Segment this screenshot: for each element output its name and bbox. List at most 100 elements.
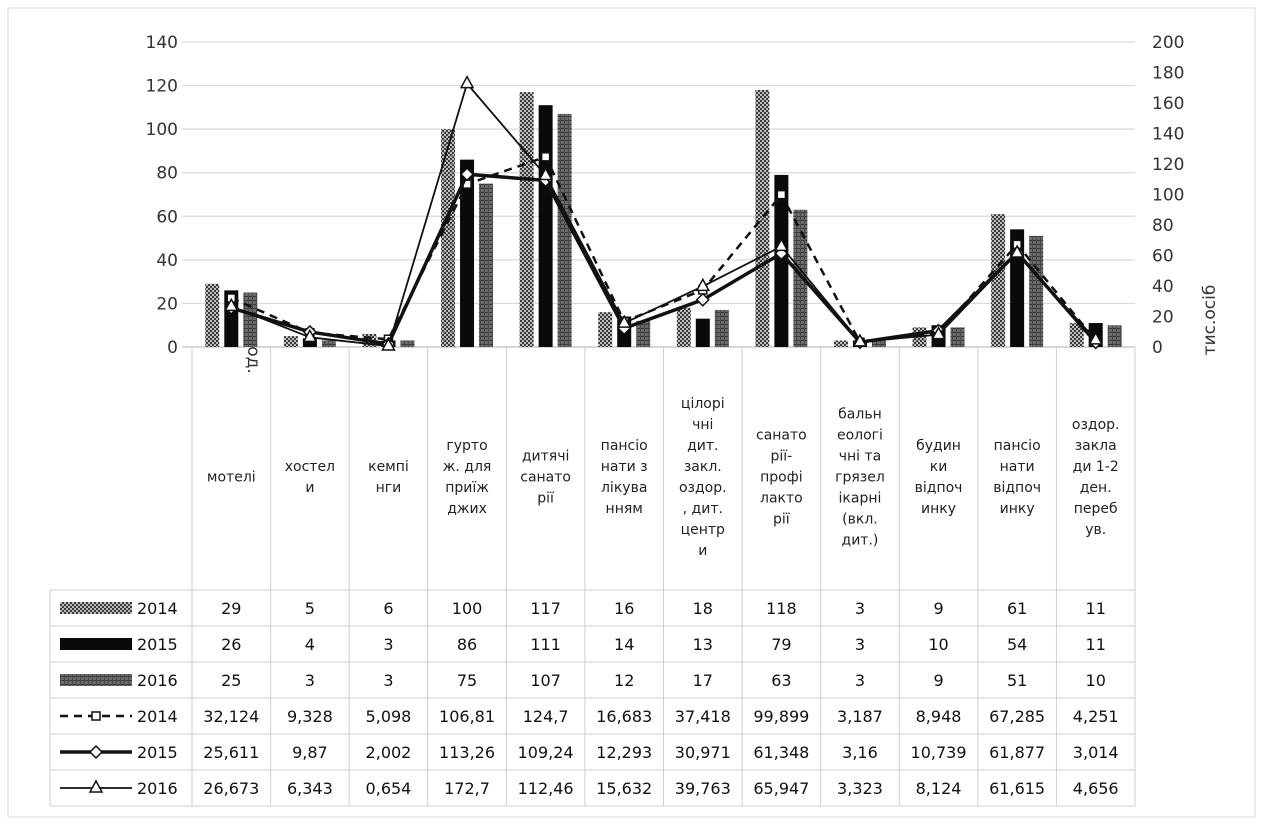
data-label: 3,323 [837,779,883,798]
category-label: ув. [1085,522,1106,538]
bar-2014 [283,336,298,347]
category-label: приїж [445,480,489,496]
bar-2016 [1107,325,1122,347]
point-2016 [695,277,711,292]
data-label: 118 [766,599,797,618]
data-label: 61,348 [753,743,809,762]
bar-2014 [598,312,613,347]
category-label: пансіо [601,438,648,454]
category-label: бальн [838,407,882,423]
category-label: ден. [1080,480,1112,496]
data-label: 3 [855,599,865,618]
point-2014 [776,189,787,200]
legend-label: 2014 [137,599,178,618]
lines [224,75,1103,352]
left-axis-tick-label: 140 [146,33,178,53]
data-label: 29 [221,599,241,618]
category-label: дитячі [522,449,570,465]
bar-2016 [636,320,651,347]
data-label: 3 [383,635,393,654]
category-label: оздор. [1072,417,1120,433]
data-label: 9,87 [292,743,328,762]
data-table: мотелі хостел и кемпі нги гурто ж. для приїж джи… [49,347,1136,807]
point-2016 [931,326,946,340]
data-label: 26,673 [203,779,259,798]
category-label: закл. [684,459,722,475]
data-label: 3 [855,635,865,654]
right-axis-tick-label: 80 [1152,216,1174,236]
data-label: 100 [452,599,483,618]
category-label: санато [520,470,571,486]
bar-2016 [950,327,965,347]
right-axis-tick-label: 20 [1152,308,1174,328]
data-label: 109,24 [518,743,574,762]
right-axis-tick-label: 180 [1152,64,1184,84]
legend-key-marker-2016 [88,779,104,793]
legend-key-bar-2016 [60,674,132,686]
category-label: ди 1-2 [1073,459,1119,475]
data-label: 172,7 [444,779,490,798]
data-label: 16 [614,599,634,618]
right-axis-tick-label: 100 [1152,186,1184,206]
category-label: хостел [285,459,335,475]
data-label: 17 [693,671,713,690]
point-2016 [1088,331,1103,345]
legend-key-bar-2015 [60,638,132,650]
right-axis-tick-label: 200 [1152,33,1184,53]
category-label: профі [760,470,802,486]
category-label: чні та [839,449,882,465]
category-label: гурто [446,438,487,454]
bar-2016 [714,309,729,347]
category-label: дит.) [842,533,879,549]
category-label: ікарні [839,491,882,507]
data-label: 8,948 [916,707,962,726]
point-2015 [459,167,475,182]
category-label: и [305,480,314,496]
bar-2015 [460,159,475,347]
legend-key-bar-2014 [60,602,132,614]
data-label: 9,328 [287,707,333,726]
category-label: дит. [687,438,718,454]
chart-frame [7,7,1256,818]
bar-2015 [774,174,789,347]
right-axis-tick-label: 140 [1152,125,1184,145]
bar-2016 [479,183,494,347]
data-label: 12,293 [596,743,652,762]
point-2016 [381,337,396,351]
point-2014 [540,152,551,162]
left-axis-tick-label: 80 [156,164,178,184]
left-axis-tick-label: 100 [146,120,178,140]
data-label: 11 [1086,635,1106,654]
category-label: еологі [837,428,883,444]
data-label: 4,251 [1073,707,1119,726]
bar-2015 [695,318,710,347]
category-label: пансіо [994,438,1041,454]
data-label: 6 [383,599,393,618]
data-label: 117 [530,599,561,618]
category-label: грязел [835,470,885,486]
point-2016 [302,328,318,343]
data-label: 124,7 [523,707,569,726]
data-label: 30,971 [675,743,731,762]
point-2016 [774,237,789,252]
category-label: инку [1000,501,1035,517]
bar-2015 [302,338,317,347]
data-label: 25 [221,671,241,690]
data-label: 8,124 [916,779,962,798]
data-label: 107 [530,671,561,690]
category-label: закла [1075,438,1117,454]
data-label: 106,81 [439,707,495,726]
bar-2016 [871,340,886,347]
data-label: 2,002 [366,743,412,762]
data-label: 6,343 [287,779,333,798]
legend-label: 2015 [137,635,178,654]
legend-label: 2014 [137,707,178,726]
data-label: 51 [1007,671,1027,690]
line-2016 [230,82,1097,347]
data-label: 14 [614,635,634,654]
bar-2014 [1069,323,1084,347]
data-label: 112,46 [518,779,574,798]
bar-2016 [557,113,572,348]
data-label: 75 [457,671,477,690]
data-label: 61,615 [989,779,1045,798]
